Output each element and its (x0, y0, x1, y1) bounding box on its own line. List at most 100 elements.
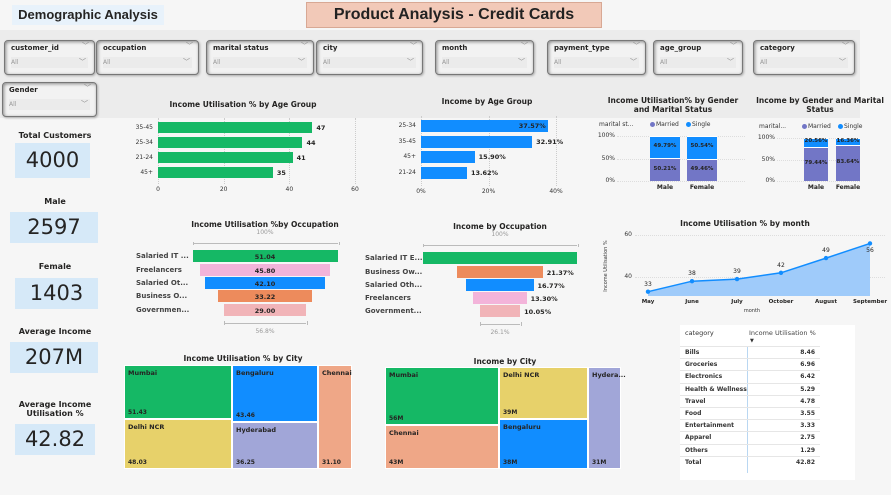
treemap-tile[interactable]: Mumbai 56M (385, 367, 499, 425)
slicer-dropdown[interactable]: All ﹀ (442, 57, 527, 68)
funnel-bar[interactable] (217, 290, 313, 302)
slicer-dropdown[interactable]: All ﹀ (323, 57, 416, 68)
chevron-down-icon[interactable]: ﹀ (407, 58, 414, 66)
demographic-analysis-title[interactable]: Demographic Analysis (12, 5, 164, 25)
slicer-dropdown[interactable]: All ﹀ (9, 99, 90, 110)
bar[interactable] (158, 137, 303, 148)
chevron-down-icon[interactable]: ﹀ (518, 58, 525, 66)
slicer-category[interactable]: category ﹀ All ﹀ (753, 40, 855, 75)
chevron-down-icon[interactable]: ﹀ (410, 42, 417, 50)
table-row[interactable]: Food 3.55 (680, 407, 820, 420)
data-label: 39 (733, 268, 741, 276)
treemap-tile[interactable]: Chennai 31.10 (318, 365, 352, 469)
bar[interactable] (158, 152, 293, 163)
bar[interactable] (421, 136, 533, 148)
table-row[interactable]: Apparel 2.75 (680, 431, 820, 444)
funnel-bar[interactable] (223, 304, 307, 316)
chevron-down-icon[interactable]: ﹀ (842, 42, 849, 50)
column-header-income-utilisation[interactable]: Income Utilisation % (749, 329, 816, 337)
bar[interactable] (158, 167, 273, 178)
chevron-down-icon[interactable]: ﹀ (630, 58, 637, 66)
funnel-bar[interactable] (423, 252, 577, 264)
slicer-marital-status[interactable]: marital status ﹀ All ﹀ (206, 40, 314, 75)
chevron-down-icon[interactable]: ﹀ (79, 58, 86, 66)
slicer-dropdown[interactable]: All ﹀ (660, 57, 736, 68)
chevron-down-icon[interactable]: ﹀ (727, 58, 734, 66)
funnel-bar[interactable] (199, 264, 331, 276)
table-row[interactable]: Travel 4.78 (680, 394, 820, 408)
slicer-occupation[interactable]: occupation ﹀ All ﹀ (96, 40, 199, 75)
table-row[interactable]: Others 1.29 (680, 443, 820, 457)
chevron-down-icon[interactable]: ﹀ (84, 84, 91, 92)
chevron-down-icon[interactable]: ﹀ (730, 42, 737, 50)
stacked-bar-segment[interactable] (804, 138, 828, 147)
stacked-bar-segment[interactable] (804, 146, 828, 181)
bar[interactable] (421, 167, 467, 179)
slicer-dropdown[interactable]: All ﹀ (103, 57, 192, 68)
bar[interactable] (158, 122, 313, 133)
slicer-payment-type[interactable]: payment_type ﹀ All ﹀ (547, 40, 646, 75)
x-tick-label: August (815, 299, 837, 305)
stacked-bar-segment[interactable] (836, 138, 860, 146)
funnel-bar[interactable] (466, 279, 534, 291)
treemap-tile[interactable]: Delhi NCR 48.03 (124, 419, 232, 469)
chevron-down-icon[interactable]: ﹀ (839, 58, 846, 66)
data-label: 13.30% (530, 295, 558, 303)
table-row[interactable]: Entertainment 3.33 (680, 419, 820, 432)
funnel-bar[interactable] (192, 250, 338, 262)
chart-title: Income Utilisation% by Gender and Marita… (607, 96, 739, 114)
treemap-tile[interactable]: Delhi NCR 39M (499, 367, 588, 419)
bar[interactable] (421, 120, 548, 132)
treemap-tile[interactable]: Mumbai 51.43 (124, 365, 232, 419)
bar[interactable] (421, 151, 475, 163)
chevron-down-icon[interactable]: ﹀ (521, 42, 528, 50)
slicer-dropdown[interactable]: All ﹀ (760, 57, 848, 68)
stacked-bar-segment[interactable] (687, 158, 717, 181)
slicer-city[interactable]: city ﹀ All ﹀ (316, 40, 423, 75)
treemap-tile[interactable]: Bengaluru 38M (499, 419, 588, 469)
chevron-down-icon[interactable]: ﹀ (183, 58, 190, 66)
slicer-customer-id[interactable]: customer_id ﹀ All ﹀ (4, 40, 95, 75)
y-category-label: 35-45 (398, 138, 416, 145)
product-analysis-button[interactable]: Product Analysis - Credit Cards (306, 2, 602, 28)
slicer-age-group[interactable]: age_group ﹀ All ﹀ (653, 40, 743, 75)
funnel-bar[interactable] (479, 305, 521, 317)
chevron-down-icon[interactable]: ﹀ (186, 42, 193, 50)
data-label: 41 (296, 154, 306, 162)
slicer-value: All (660, 59, 668, 66)
funnel-bar[interactable] (473, 292, 527, 304)
slicer-dropdown[interactable]: All ﹀ (213, 57, 307, 68)
legend-marker-icon (686, 122, 691, 127)
treemap-tile-value: 51.43 (128, 409, 147, 416)
chevron-down-icon[interactable]: ﹀ (301, 42, 308, 50)
treemap-tile[interactable]: Hydera... 31M (588, 367, 626, 469)
stacked-bar-segment[interactable] (650, 158, 680, 181)
slicer-dropdown[interactable]: All ﹀ (11, 57, 88, 68)
table-row[interactable]: Health & Wellness 5.29 (680, 382, 820, 396)
funnel-category-label: Government... (365, 307, 422, 315)
legend-label: Married (808, 123, 831, 130)
table-row[interactable]: Electronics 6.42 (680, 370, 820, 383)
chevron-down-icon[interactable]: ﹀ (82, 42, 89, 50)
funnel-bar[interactable] (457, 266, 543, 278)
slicer-month[interactable]: month ﹀ All ﹀ (435, 40, 534, 75)
treemap-tile[interactable]: Chennai 43M (385, 425, 499, 469)
treemap-tile-label: Bengaluru (236, 369, 274, 377)
kpi-label: Male (44, 197, 66, 206)
chevron-down-icon[interactable]: ﹀ (633, 42, 640, 50)
slicer-Gender[interactable]: Gender ﹀ All ﹀ (2, 82, 97, 117)
chevron-down-icon[interactable]: ﹀ (298, 58, 305, 66)
stacked-bar-segment[interactable] (687, 136, 717, 159)
table-row[interactable]: Bills 8.46 (680, 346, 820, 359)
funnel-bar[interactable] (205, 277, 325, 289)
treemap-tile[interactable]: Bengaluru 43.46 (232, 365, 318, 422)
chevron-down-icon[interactable]: ﹀ (81, 100, 88, 108)
sort-descending-icon[interactable]: ▼ (750, 338, 754, 344)
column-header-category[interactable]: category (685, 329, 714, 337)
category-table: category Income Utilisation % ▼ Bills 8.46 Gr… (680, 325, 855, 480)
treemap-tile[interactable]: Hyderabad 36.25 (232, 422, 318, 469)
stacked-bar-segment[interactable] (836, 145, 860, 181)
slicer-dropdown[interactable]: All ﹀ (554, 57, 639, 68)
stacked-bar-segment[interactable] (650, 136, 680, 159)
table-row[interactable]: Groceries 6.96 (680, 358, 820, 371)
